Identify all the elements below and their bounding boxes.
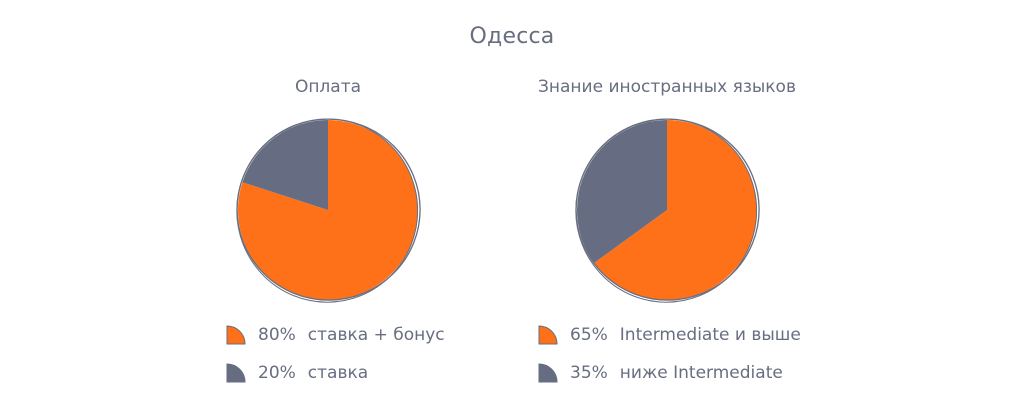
pie-slice-1 [242,119,328,210]
legend-label: ниже Intermediate [619,363,783,383]
pie-slice-1 [577,120,667,263]
chart-title-languages: Знание иностранных языков [538,77,796,97]
legend-item-payment-base: 20% ставка [224,360,368,386]
legend-swatch-slate-icon [226,363,246,383]
legend-label: Intermediate и выше [619,325,801,345]
legend-item-languages-intermediate-plus: 65% Intermediate и выше [536,322,801,348]
legend-swatch-orange-icon [538,325,558,345]
legend-swatch-orange-icon [226,325,246,345]
legend-label: ставка + бонус [307,325,445,345]
chart-title-payment: Оплата [294,77,362,97]
legend-value: 65% [570,325,608,345]
pie-slice-0 [237,120,418,300]
pie-outline [575,118,758,303]
legend-label: ставка [307,363,369,383]
page-title: Одесса [469,24,555,49]
legend-item-languages-below-intermediate: 35% ниже Intermediate [536,360,783,386]
legend-item-payment-bonus: 80% ставка + бонус [224,322,445,348]
legend-value: 35% [570,363,608,383]
pie-outline [236,118,419,303]
legend-swatch-slate-icon [538,363,558,383]
legend-value: 80% [258,325,296,345]
pie-chart-languages [575,118,760,303]
pie-chart-payment [236,118,421,303]
pie-slice-0 [594,120,758,300]
legend-value: 20% [258,363,296,383]
